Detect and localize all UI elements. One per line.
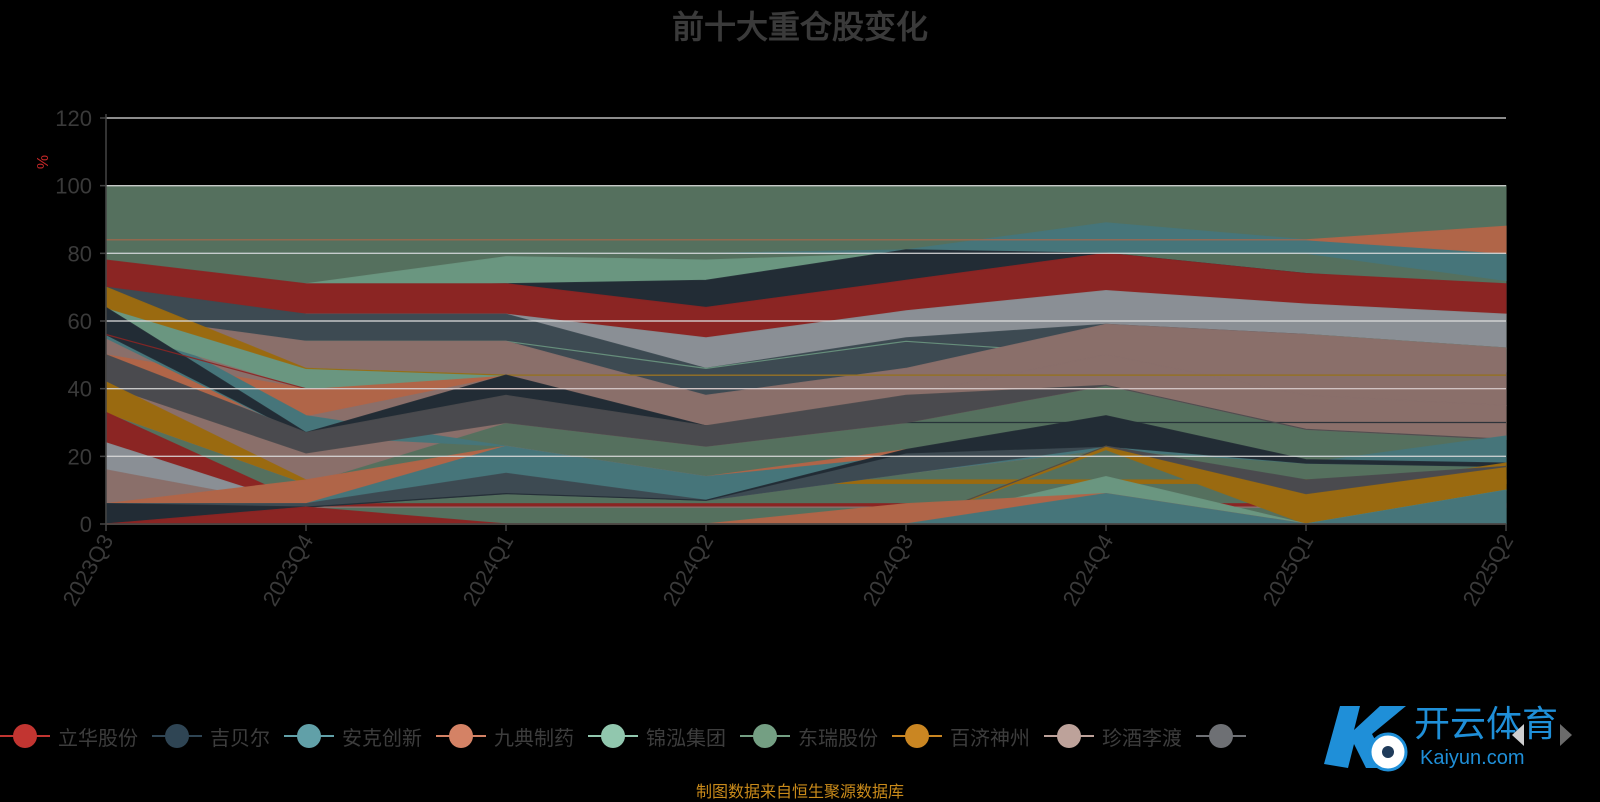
legend-item[interactable]: 九典制药 bbox=[436, 722, 574, 751]
legend-item[interactable]: 吉贝尔 bbox=[152, 722, 270, 751]
x-tick-label-7: 2025Q2 bbox=[1458, 530, 1519, 610]
watermark-subtext: Kaiyun.com bbox=[1420, 747, 1525, 769]
y-tick-label-80: 80 bbox=[68, 241, 92, 266]
kaiyun-logo: 开云体育 Kaiyun.com bbox=[1324, 703, 1558, 772]
area-band-17 bbox=[105, 353, 1507, 454]
area-band-3 bbox=[106, 225, 1507, 254]
pager-next-icon bbox=[1560, 724, 1572, 746]
pager-prev-icon bbox=[1512, 724, 1524, 746]
chart-areas bbox=[105, 185, 1507, 525]
legend-label: 吉贝尔 bbox=[210, 725, 270, 750]
legend-marker-icon bbox=[588, 724, 638, 748]
legend-item[interactable]: 百济神州 bbox=[892, 722, 1030, 751]
y-tick-label-0: 0 bbox=[80, 512, 92, 537]
legend: 立华股份 吉贝尔 安克创新 九典制药 锦泓集团 东瑞股份 百济神州 珍酒李渡 bbox=[0, 718, 1268, 754]
legend-item[interactable]: 东瑞股份 bbox=[740, 722, 878, 751]
legend-label: 珍酒李渡 bbox=[1102, 725, 1182, 750]
legend-item[interactable]: 锦泓集团 bbox=[588, 722, 726, 751]
area-band-15 bbox=[105, 286, 1506, 376]
legend-item[interactable]: 安克创新 bbox=[284, 722, 422, 751]
legend-label: 东瑞股份 bbox=[798, 725, 878, 750]
legend-marker-icon bbox=[0, 724, 50, 748]
legend-label: 九典制药 bbox=[494, 725, 574, 750]
y-tick-label-120: 120 bbox=[55, 106, 92, 131]
y-tick-label-100: 100 bbox=[55, 174, 92, 199]
legend-label: 百济神州 bbox=[950, 725, 1030, 750]
legend-marker-icon bbox=[284, 724, 334, 748]
legend-pager[interactable] bbox=[1502, 720, 1582, 750]
legend-label: 锦泓集团 bbox=[646, 725, 726, 750]
x-tick-label-3: 2024Q2 bbox=[658, 530, 719, 610]
legend-label: 立华股份 bbox=[58, 725, 138, 750]
x-tick-label-0: 2023Q3 bbox=[58, 530, 119, 610]
legend-marker-icon bbox=[152, 724, 202, 748]
watermark-text: 开云体育 bbox=[1414, 703, 1558, 744]
legend-marker-icon bbox=[892, 724, 942, 748]
legend-item[interactable] bbox=[1196, 724, 1254, 748]
x-tick-label-5: 2024Q4 bbox=[1058, 530, 1119, 610]
y-axis-label: % bbox=[35, 155, 52, 169]
chart-title: 前十大重仓股变化 bbox=[671, 8, 928, 46]
data-source-note: 制图数据来自恒生聚源数据库 bbox=[695, 782, 904, 801]
x-tick-label-2: 2024Q1 bbox=[458, 530, 519, 610]
x-tick-label-6: 2025Q1 bbox=[1258, 530, 1319, 610]
grid-lines bbox=[106, 117, 1506, 458]
y-tick-label-40: 40 bbox=[68, 377, 92, 402]
legend-marker-icon bbox=[1196, 724, 1246, 748]
legend-marker-icon bbox=[1044, 724, 1094, 748]
x-tick-label-1: 2023Q4 bbox=[258, 530, 319, 610]
legend-item[interactable]: 立华股份 bbox=[0, 722, 138, 751]
x-tick-label-4: 2024Q3 bbox=[858, 530, 919, 610]
legend-item[interactable]: 珍酒李渡 bbox=[1044, 722, 1182, 751]
legend-marker-icon bbox=[436, 724, 486, 748]
legend-label: 安克创新 bbox=[342, 725, 422, 750]
legend-marker-icon bbox=[740, 724, 790, 748]
y-tick-label-60: 60 bbox=[68, 309, 92, 334]
y-tick-label-20: 20 bbox=[68, 444, 92, 469]
